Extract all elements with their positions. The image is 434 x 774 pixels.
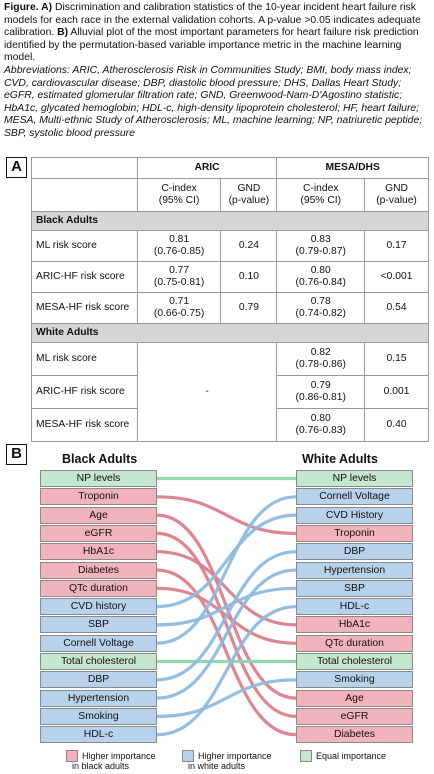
row-label: ARIC-HF risk score xyxy=(31,375,138,409)
cell-cindex: 0.83 (0.79-0.87) xyxy=(276,230,366,262)
group-black-adults: Black Adults xyxy=(31,211,429,231)
left-node: HbA1c xyxy=(40,543,157,561)
panel-a-label: A xyxy=(6,157,27,178)
right-node: NP levels xyxy=(296,470,413,487)
flow-link-4 xyxy=(156,550,297,627)
flow-link-14 xyxy=(156,605,297,737)
left-node: Total cholesterol xyxy=(40,653,157,670)
cell-gnd: 0.10 xyxy=(220,261,278,293)
right-node: Smoking xyxy=(296,671,413,689)
caption-label: Figure. A) xyxy=(4,2,53,13)
right-node: CVD History xyxy=(296,506,413,524)
left-node: SBP xyxy=(40,616,157,634)
cell-cindex: 0.77 (0.75-0.81) xyxy=(136,261,222,293)
table-row: ARIC-HF risk score 0.77 (0.75-0.81) 0.10 … xyxy=(31,261,429,293)
right-node: HbA1c xyxy=(296,616,413,634)
cell-gnd: 0.40 xyxy=(364,408,429,442)
left-node: Troponin xyxy=(40,488,157,506)
cell-cindex: 0.80 (0.76-0.83) xyxy=(276,408,366,442)
group-white-adults: White Adults xyxy=(31,323,429,343)
flow-link-8 xyxy=(156,586,297,627)
left-node: Age xyxy=(40,506,157,524)
subheader-gnd-aric: GND (p-value) xyxy=(220,178,278,212)
left-column-title: Black Adults xyxy=(62,452,138,466)
legend-label-line2: in white adults xyxy=(188,761,246,771)
right-node: SBP xyxy=(296,579,413,597)
cell-gnd: 0.79 xyxy=(220,292,278,324)
legend-label-line2: in black adults xyxy=(72,761,130,771)
right-node: Cornell Voltage xyxy=(296,488,413,506)
flow-link-12 xyxy=(156,568,297,700)
table-row: MESA-HF risk score 0.80 (0.76-0.83) 0.40 xyxy=(31,408,429,442)
cell-gnd: 0.001 xyxy=(364,375,429,409)
caption-abbreviations: Abbreviations: ARIC, Atherosclerosis Ris… xyxy=(4,64,423,139)
cell-gnd: 0.17 xyxy=(364,230,429,262)
legend-label: Higher importance xyxy=(198,751,272,761)
right-node: HDL-c xyxy=(296,598,413,616)
row-label: MESA-HF risk score xyxy=(31,292,138,324)
cell-aric-na: - xyxy=(136,342,278,442)
legend-label: Higher importance xyxy=(82,751,156,761)
flow-link-13 xyxy=(156,678,297,718)
left-node: QTc duration xyxy=(40,579,157,597)
left-node: Cornell Voltage xyxy=(40,634,157,652)
right-node: Diabetes xyxy=(296,726,413,744)
legend-swatch xyxy=(66,750,78,762)
left-node: Diabetes xyxy=(40,561,157,579)
right-node: Troponin xyxy=(296,524,413,542)
left-node: eGFR xyxy=(40,524,157,542)
cell-cindex: 0.81 (0.76-0.85) xyxy=(136,230,222,262)
subheader-cindex-mesa: C-index (95% CI) xyxy=(276,178,366,212)
left-node: HDL-c xyxy=(40,726,157,744)
caption-part-b: Alluvial plot of the most important para… xyxy=(4,27,419,64)
legend-swatch xyxy=(182,750,194,762)
cell-cindex: 0.80 (0.76-0.84) xyxy=(276,261,366,293)
flow-link-11 xyxy=(156,550,297,682)
left-node: NP levels xyxy=(40,470,157,487)
right-node: Hypertension xyxy=(296,561,413,579)
table-row: MESA-HF risk score 0.71 (0.66-0.75) 0.79 … xyxy=(31,292,429,324)
cell-cindex: 0.78 (0.74-0.82) xyxy=(276,292,366,324)
left-node: DBP xyxy=(40,671,157,689)
flow-link-3 xyxy=(156,531,297,718)
flow-link-5 xyxy=(156,568,297,737)
right-node: QTc duration xyxy=(296,634,413,652)
legend-label: Equal importance xyxy=(316,751,387,761)
flow-link-1 xyxy=(156,495,297,535)
cell-gnd: <0.001 xyxy=(364,261,429,293)
right-node: eGFR xyxy=(296,707,413,725)
caption-part-a: Discrimination and calibration statistic… xyxy=(4,2,421,39)
row-label: ARIC-HF risk score xyxy=(31,261,138,293)
right-column-title: White Adults xyxy=(302,452,378,466)
statistics-table: ARIC MESA/DHS C-index (95% CI) GND (p-valu… xyxy=(31,157,429,442)
table-row: ML risk score 0.81 (0.76-0.85) 0.24 0.83(… xyxy=(31,230,429,262)
left-node: Smoking xyxy=(40,707,157,725)
right-node: Total cholesterol xyxy=(296,653,413,670)
figure-caption: Figure. A) Discrimination and calibratio… xyxy=(4,2,432,141)
right-node: DBP xyxy=(296,543,413,561)
table-row: ML risk score - 0.82 (0.78-0.86) 0.15 xyxy=(31,342,429,442)
cell-gnd: 0.24 xyxy=(220,230,278,262)
flow-link-9 xyxy=(156,495,297,645)
cell-gnd: 0.15 xyxy=(364,342,429,376)
left-node: Hypertension xyxy=(40,689,157,707)
left-node: CVD history xyxy=(40,598,157,616)
legend-swatch xyxy=(300,750,312,762)
right-node: Age xyxy=(296,689,413,707)
panel-b-label: B xyxy=(6,444,27,465)
flow-link-7 xyxy=(156,513,297,609)
row-label: MESA-HF risk score xyxy=(31,408,138,442)
caption-label-b: B) xyxy=(57,27,69,39)
